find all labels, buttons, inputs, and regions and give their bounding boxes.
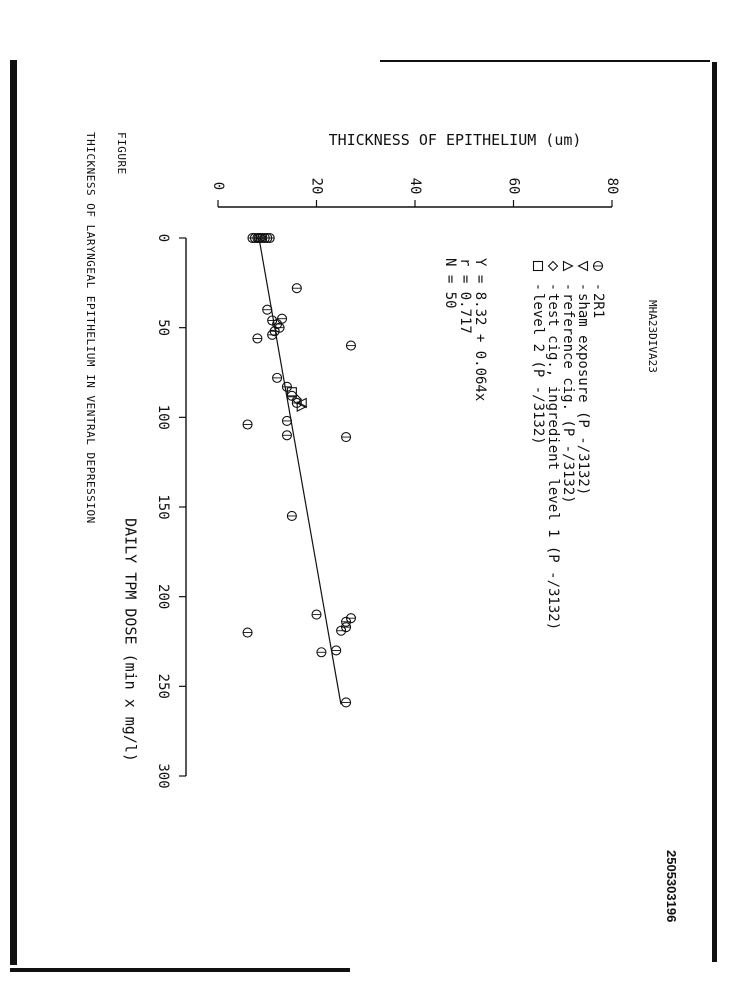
scan-border-right [712,62,717,962]
data-points [242,232,357,708]
data-point-square [286,387,297,398]
legend-label: sham exposure (P -/3132) [575,293,591,495]
x-axis-label: DAILY TPM DOSE (min x mg/l) [122,518,140,762]
x-tick-label: 300 [155,763,171,788]
legend-label: test cig., ingredient level 1 (P -/3132) [545,293,561,630]
legend-separator: - [531,283,546,291]
legend-symbol-triangle [577,260,589,272]
data-point-triangle [295,397,307,409]
legend-label: reference cig. (P -/3132) [560,293,576,504]
correlation-coefficient: r = 0.717 [457,258,473,334]
y-tick-label: 0 [210,182,226,190]
legend-separator: - [591,283,606,291]
regression-equation: Y = 8.32 + 0.064x [472,258,488,401]
legend-symbol-square [532,260,544,272]
legend-separator: - [561,283,576,291]
y-tick-label: 80 [604,178,620,195]
x-tick-label: 150 [155,494,171,519]
data-point-diamond [291,394,303,405]
legend-separator: - [576,283,591,291]
y-axis-label: THICKNESS OF EPITHELIUM (um) [329,131,582,149]
legend-label: level 2 (P -/3132) [530,293,546,445]
scan-border-left [10,60,17,965]
legend-separator: - [546,283,561,291]
x-tick-label: 0 [155,234,171,242]
legend: -2R1-sham exposure (P -/3132)-reference … [442,258,606,630]
y-tick-label: 60 [506,178,522,195]
y-tick-label: 20 [309,178,325,195]
data-point-inverted-triangle [296,401,308,412]
x-tick-label: 250 [155,674,171,699]
scan-border-bottom [10,968,350,972]
legend-symbol-diamond [547,260,559,272]
legend-symbol-inverted-triangle [562,260,574,272]
x-tick-label: 100 [155,405,171,430]
y-tick-label: 40 [407,178,423,195]
plot-axes: 0 20 40 60 80 0 50 100 150 200 250 300 THICKNESS OF … [122,131,621,789]
x-tick-label: 200 [155,584,171,609]
scan-border-top [380,60,710,62]
x-tick-label: 50 [155,319,171,336]
legend-label: 2R1 [590,293,606,318]
sample-size: N = 50 [442,258,458,309]
